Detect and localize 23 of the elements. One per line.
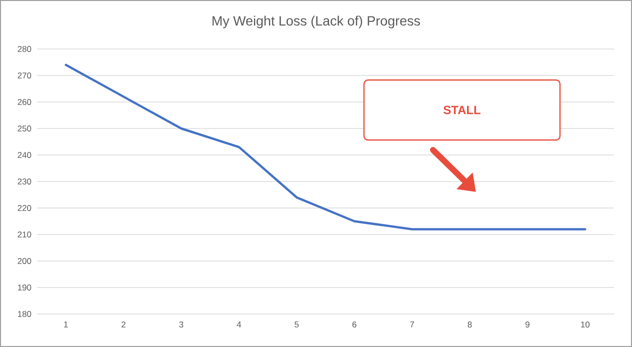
x-tick-label: 4: [236, 322, 242, 328]
x-tick-label: 9: [525, 322, 530, 328]
y-tick-label: 180: [18, 311, 32, 317]
y-tick-label: 280: [18, 46, 32, 52]
y-tick-label: 210: [18, 232, 32, 238]
chart-title: My Weight Loss (Lack of) Progress: [212, 16, 420, 28]
annotation: STALL: [444, 106, 480, 114]
x-tick-label: 8: [468, 322, 472, 328]
x-tick-label: 5: [294, 322, 299, 328]
x-tick-label: 3: [179, 322, 184, 328]
y-tick-label: 200: [18, 258, 32, 264]
y-tick-label: 270: [18, 72, 32, 78]
y-tick-label: 190: [18, 284, 32, 290]
y-tick-label: 240: [18, 152, 32, 158]
y-tick-label: 250: [18, 126, 32, 132]
y-tick-label: 230: [18, 178, 32, 184]
x-tick-label: 1: [64, 322, 68, 328]
y-tick-label: 260: [18, 99, 32, 105]
y-tick-label: 220: [18, 205, 32, 211]
x-tick-label: 10: [581, 322, 590, 328]
x-tick-label: 7: [410, 322, 414, 328]
x-tick-label: 2: [122, 322, 126, 328]
x-tick-label: 6: [352, 322, 356, 328]
